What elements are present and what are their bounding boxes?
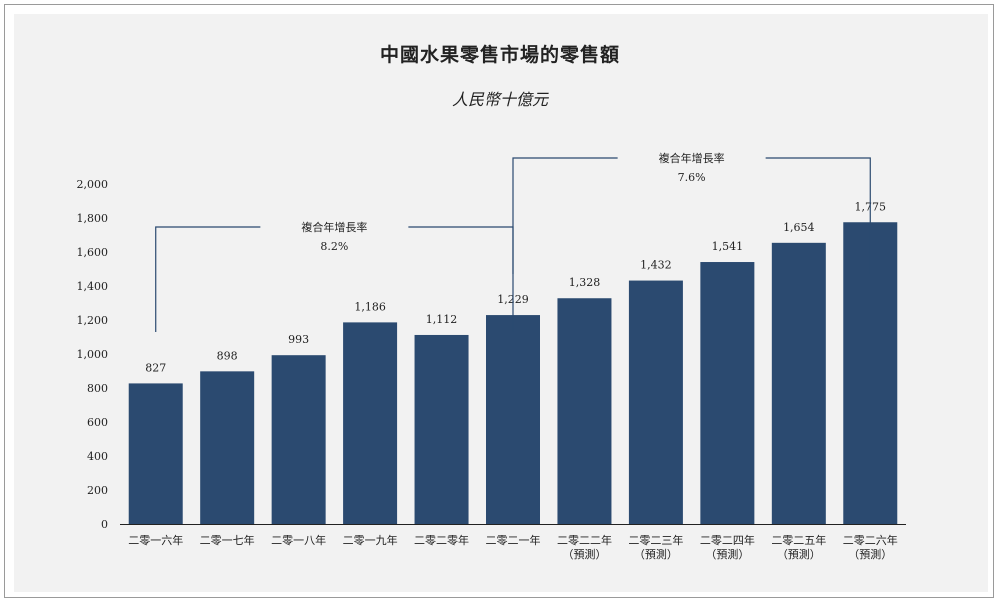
x-tick-label: （預測） <box>634 547 678 561</box>
bar-value-label: 1,112 <box>426 313 458 326</box>
cagr-bracket-left <box>512 157 618 274</box>
cagr-value: 7.6% <box>678 171 706 184</box>
x-tick-label: 二零一九年 <box>343 533 398 547</box>
x-tick-label: 二零二零年 <box>414 533 469 547</box>
bar <box>700 262 755 524</box>
chart-subtitle: 人民幣十億元 <box>451 90 548 109</box>
x-tick-label: （預測） <box>562 547 606 561</box>
cagr-label: 複合年增長率 <box>301 220 367 234</box>
bar <box>414 334 469 524</box>
cagr-label: 複合年增長率 <box>659 151 725 165</box>
bar-value-label: 1,328 <box>569 276 601 289</box>
bar-value-label: 1,186 <box>354 300 386 313</box>
bar <box>628 280 683 524</box>
x-tick-label: 二零一七年 <box>200 533 255 547</box>
bar <box>128 383 183 524</box>
cagr-value: 8.2% <box>320 240 348 253</box>
x-axis: 二零一六年 二零一七年 二零一八年 二零一九年 二零二零年 二零二一年 二零二二年（預測）二… <box>120 524 906 561</box>
bar-value-label: 827 <box>145 361 166 374</box>
y-tick-label: 400 <box>87 450 108 463</box>
y-tick-label: 1,000 <box>77 348 109 361</box>
x-tick-label: 二零一六年 <box>128 533 183 547</box>
y-axis: 0 200 400 600 800 1,000 1,200 1,400 1,600 1,800 2,… <box>77 178 109 531</box>
y-tick-label: 1,800 <box>77 212 109 225</box>
y-tick-label: 600 <box>87 416 108 429</box>
y-tick-label: 200 <box>87 484 108 497</box>
y-tick-label: 1,400 <box>77 280 109 293</box>
y-tick-label: 1,200 <box>77 314 109 327</box>
x-tick-label: （預測） <box>777 547 821 561</box>
x-tick-label: 二零二六年 <box>843 533 898 547</box>
chart-title: 中國水果零售市場的零售額 <box>379 44 620 66</box>
x-tick-label: 二零二三年 <box>628 533 683 547</box>
x-tick-label: 二零二四年 <box>700 533 755 547</box>
x-tick-label: （預測） <box>705 547 749 561</box>
cagr-bracket-left <box>155 226 261 332</box>
y-tick-label: 800 <box>87 382 108 395</box>
bar-value-label: 1,541 <box>712 240 744 253</box>
bar <box>200 371 255 524</box>
cagr-bracket-right <box>765 157 871 274</box>
bar <box>771 242 826 524</box>
bar-value-label: 1,654 <box>783 221 815 234</box>
bar <box>557 298 612 524</box>
bar <box>271 355 326 524</box>
y-tick-label: 1,600 <box>77 246 109 259</box>
y-tick-label: 0 <box>101 518 108 531</box>
cagr-annotations: 複合年增長率 8.2% 複合年增長率 7.6% <box>155 151 871 332</box>
bar <box>343 322 398 524</box>
x-tick-label: 二零二一年 <box>486 533 541 547</box>
bar-value-label: 1,432 <box>640 259 672 272</box>
bar <box>486 315 540 524</box>
bar-value-label: 993 <box>288 333 309 346</box>
x-tick-label: 二零二二年 <box>557 533 612 547</box>
y-tick-label: 2,000 <box>77 178 109 191</box>
bars: 8278989931,1861,1121,2291,3281,4321,5411… <box>128 200 898 524</box>
x-tick-label: 二零二五年 <box>771 533 826 547</box>
x-tick-label: 二零一八年 <box>271 533 326 547</box>
x-tick-label: （預測） <box>848 547 892 561</box>
bar-value-label: 898 <box>217 349 238 362</box>
